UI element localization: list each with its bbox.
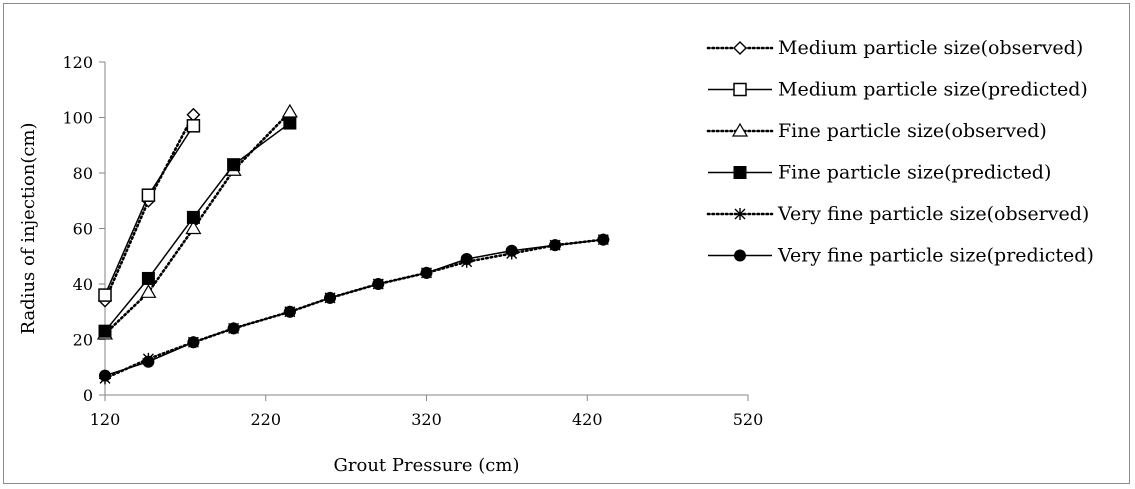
x-tick-label: 120 <box>90 410 121 429</box>
series-4 <box>98 116 297 338</box>
series-line <box>104 122 291 332</box>
data-point <box>283 116 297 130</box>
data-point <box>733 166 747 179</box>
y-tick-label: 0 <box>83 386 93 405</box>
legend-label: Medium particle size(predicted) <box>778 79 1088 101</box>
data-point <box>98 288 112 302</box>
series-line <box>103 238 605 380</box>
data-point <box>227 158 241 172</box>
data-point <box>731 122 749 137</box>
data-point <box>460 253 473 266</box>
data-point <box>186 210 200 224</box>
legend-item: Medium particle size(observed) <box>706 37 1083 59</box>
x-tick-label: 320 <box>411 410 442 429</box>
data-point <box>186 107 201 122</box>
series-5 <box>99 233 610 385</box>
data-point <box>186 119 201 133</box>
data-point <box>734 208 746 220</box>
axes: 0 20 40 60 80 100 120 120 220 320 420 520 <box>62 53 763 429</box>
data-point <box>597 233 610 246</box>
series-layer <box>96 103 610 385</box>
x-tick-label: 220 <box>250 410 281 429</box>
y-tick-label: 120 <box>62 53 93 72</box>
data-point <box>372 278 385 290</box>
data-point <box>142 355 155 368</box>
legend-label: Medium particle size(observed) <box>778 37 1083 59</box>
series-line <box>104 238 604 377</box>
data-point <box>281 103 298 118</box>
data-point <box>733 41 747 55</box>
legend-label: Very fine particle size(observed) <box>777 203 1089 225</box>
data-point <box>141 271 155 285</box>
legend-item: Medium particle size(predicted) <box>708 79 1088 101</box>
data-point <box>227 322 240 335</box>
data-point <box>140 284 157 298</box>
legend-label: Very fine particle size(predicted) <box>777 245 1094 267</box>
x-tick-label: 420 <box>572 410 603 429</box>
data-point <box>734 249 746 262</box>
x-axis-title: Grout Pressure (cm) <box>334 455 520 476</box>
data-point <box>185 220 202 235</box>
series-6 <box>99 233 610 382</box>
legend-item: Fine particle size(observed) <box>706 120 1047 142</box>
legend-item: Very fine particle size(predicted) <box>708 245 1094 267</box>
legend-label: Fine particle size(predicted) <box>778 162 1051 184</box>
y-tick-label: 60 <box>73 220 93 239</box>
legend-item: Very fine particle size(observed) <box>706 203 1089 225</box>
x-tick-label: 520 <box>733 410 764 429</box>
legend: Medium particle size(observed) Medium par… <box>706 37 1094 267</box>
data-point <box>141 188 156 202</box>
legend-item: Fine particle size(predicted) <box>708 162 1051 184</box>
y-tick-label: 20 <box>73 331 93 350</box>
data-point <box>187 336 200 349</box>
data-point <box>549 239 562 252</box>
data-point <box>98 324 112 338</box>
data-point <box>324 291 337 304</box>
legend-label: Fine particle size(observed) <box>778 120 1047 142</box>
data-point <box>420 266 433 279</box>
data-point <box>505 244 518 257</box>
data-point <box>283 305 296 318</box>
data-point <box>733 82 747 97</box>
y-tick-label: 100 <box>62 109 93 128</box>
data-point <box>99 369 111 382</box>
y-tick-label: 80 <box>73 164 93 183</box>
y-tick-label: 40 <box>73 275 93 294</box>
y-axis-title: Radius of injection(cm) <box>18 122 39 334</box>
series-2 <box>98 119 201 302</box>
